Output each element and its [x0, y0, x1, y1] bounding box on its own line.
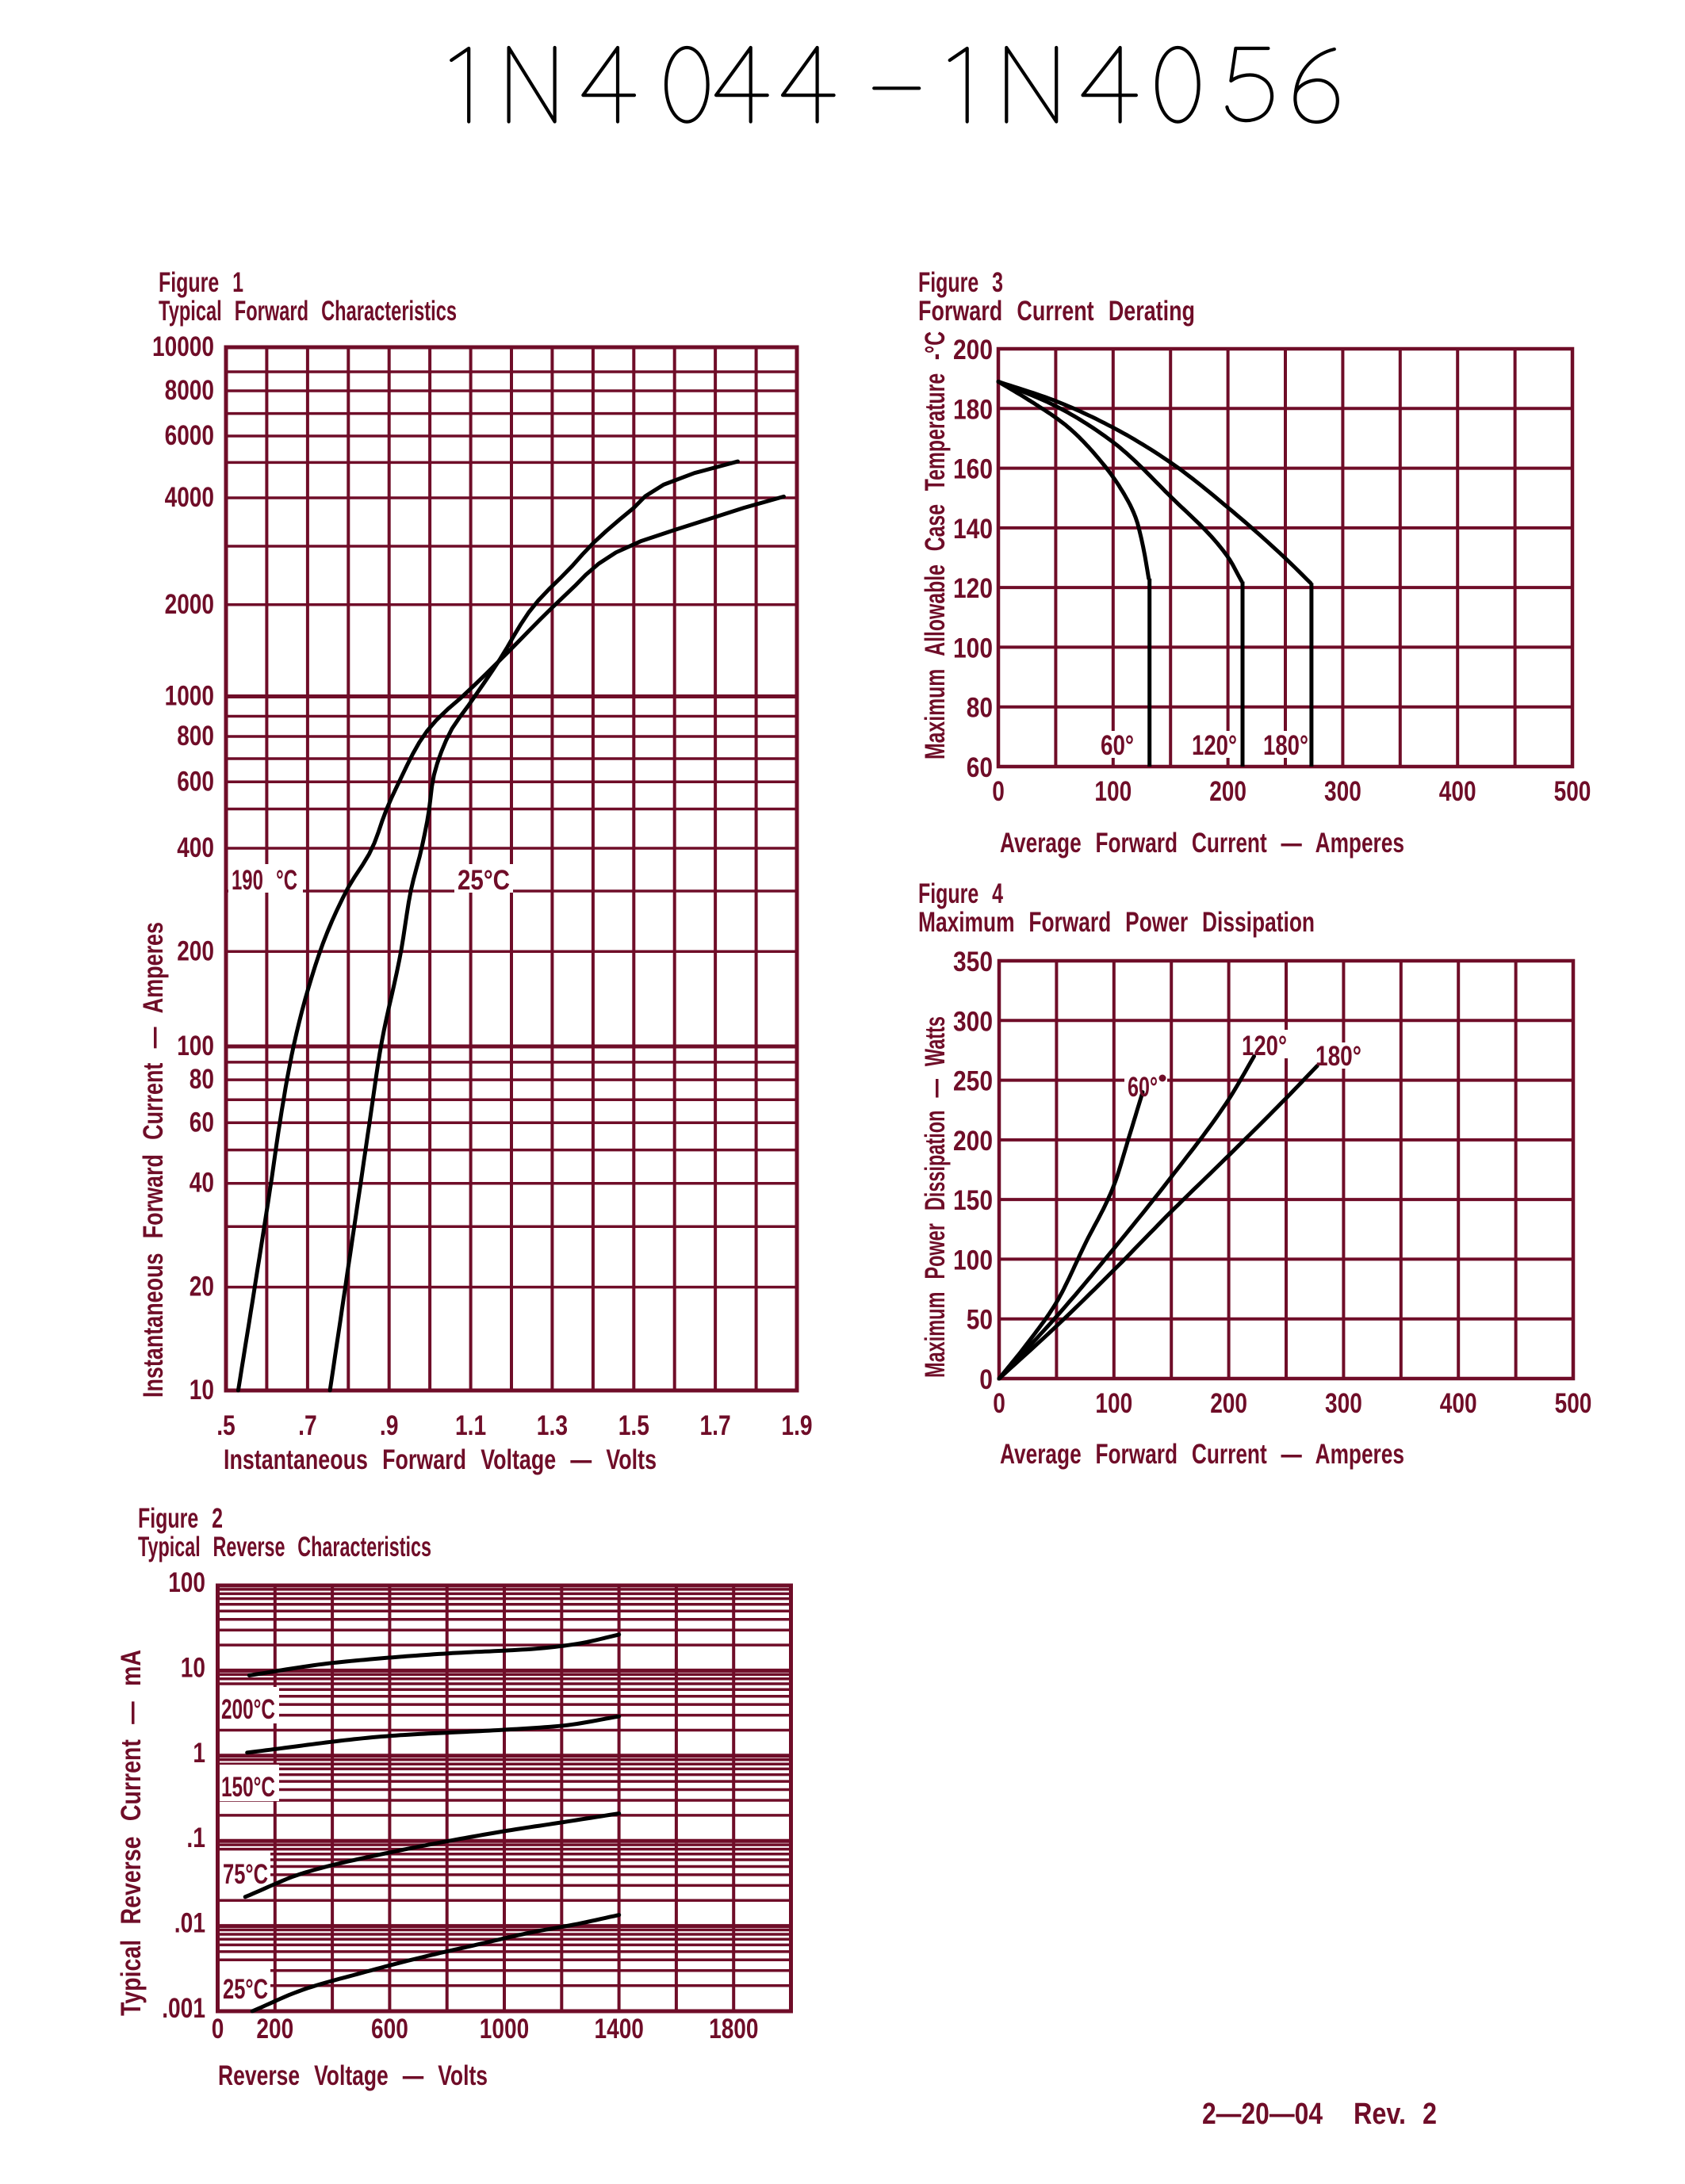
svg-text:Rev. 2: Rev. 2 [1354, 2098, 1437, 2131]
svg-text:1000: 1000 [165, 681, 214, 712]
svg-text:10: 10 [181, 1652, 205, 1683]
svg-text:500: 500 [1555, 1388, 1592, 1419]
svg-text:.7: .7 [298, 1410, 317, 1441]
svg-text:8000: 8000 [165, 375, 214, 406]
svg-text:Average Forward Current — Ampe: Average Forward Current — Amperes [1000, 828, 1404, 859]
svg-text:Typical Reverse Characteristic: Typical Reverse Characteristics [138, 1532, 431, 1562]
svg-text:1: 1 [193, 1738, 205, 1769]
svg-text:25°C: 25°C [458, 865, 510, 896]
svg-text:350: 350 [953, 947, 993, 977]
svg-text:180: 180 [953, 394, 993, 425]
svg-text:Maximum Forward Power Dissipat: Maximum Forward Power Dissipation [918, 907, 1315, 938]
svg-text:60: 60 [967, 752, 993, 783]
svg-text:200: 200 [256, 2014, 293, 2044]
svg-text:500: 500 [1554, 776, 1591, 807]
svg-text:60°: 60° [1128, 1072, 1158, 1103]
svg-text:300: 300 [1324, 776, 1361, 807]
svg-text:Instantaneous Forward Voltage: Instantaneous Forward Voltage — Volts [224, 1444, 657, 1475]
svg-text:75°C: 75°C [223, 1859, 268, 1890]
svg-text:.1: .1 [186, 1823, 205, 1853]
svg-text:250: 250 [953, 1066, 993, 1097]
svg-text:1.7: 1.7 [700, 1410, 731, 1441]
svg-text:4000: 4000 [165, 482, 214, 513]
svg-text:40: 40 [190, 1168, 214, 1199]
svg-text:.001: .001 [162, 1993, 205, 2024]
svg-text:1.9: 1.9 [781, 1410, 812, 1441]
svg-text:140: 140 [953, 514, 993, 545]
svg-text:600: 600 [177, 766, 214, 797]
svg-text:Typical Reverse Current — mA: Typical Reverse Current — mA [116, 1650, 147, 2016]
svg-text:120: 120 [953, 573, 993, 604]
svg-text:60°: 60° [1101, 730, 1134, 761]
svg-text:10000: 10000 [152, 331, 214, 362]
svg-text:80: 80 [967, 693, 993, 724]
svg-text:Figure 2: Figure 2 [138, 1503, 223, 1534]
svg-text:0: 0 [212, 2014, 224, 2044]
svg-text:Figure 3: Figure 3 [918, 267, 1003, 298]
svg-text:50: 50 [967, 1305, 993, 1336]
svg-text:Reverse Voltage — Volts: Reverse Voltage — Volts [218, 2060, 488, 2091]
svg-text:100: 100 [1094, 776, 1132, 807]
svg-text:Figure 1: Figure 1 [159, 267, 243, 298]
svg-text:Instantaneous Forward Current: Instantaneous Forward Current — Amperes [138, 922, 169, 1398]
svg-text:100: 100 [953, 633, 993, 664]
svg-text:.01: .01 [174, 1908, 205, 1939]
svg-text:1800: 1800 [709, 2014, 758, 2044]
svg-text:100: 100 [168, 1567, 205, 1598]
svg-text:600: 600 [371, 2014, 408, 2044]
svg-text:400: 400 [177, 832, 214, 863]
svg-text:Forward Current Derating: Forward Current Derating [918, 296, 1195, 327]
svg-text:60: 60 [190, 1107, 214, 1138]
svg-text:Typical Forward Characteristic: Typical Forward Characteristics [159, 296, 457, 327]
svg-text:2—20—04: 2—20—04 [1202, 2098, 1323, 2131]
svg-text:300: 300 [953, 1006, 993, 1037]
svg-text:.5: .5 [216, 1410, 236, 1441]
svg-text:1400: 1400 [595, 2014, 644, 2044]
svg-text:80: 80 [190, 1064, 214, 1095]
svg-text:200: 200 [1210, 1388, 1247, 1419]
svg-text:150°C: 150°C [221, 1772, 275, 1803]
svg-text:100: 100 [1095, 1388, 1132, 1419]
svg-text:Maximum Power Dissipation — Wa: Maximum Power Dissipation — Watts [920, 1016, 951, 1378]
svg-text:20: 20 [190, 1272, 214, 1302]
svg-text:2000: 2000 [165, 589, 214, 620]
svg-text:0: 0 [993, 1388, 1005, 1419]
svg-text:Average Forward Current — Ampe: Average Forward Current — Amperes [1000, 1439, 1404, 1470]
svg-text:200: 200 [953, 335, 993, 365]
svg-text:0: 0 [992, 776, 1005, 807]
svg-text:200: 200 [1209, 776, 1247, 807]
svg-text:1.1: 1.1 [455, 1410, 486, 1441]
svg-text:200: 200 [177, 935, 214, 966]
svg-text:180°: 180° [1263, 730, 1308, 761]
svg-text:190 °C: 190 °C [232, 865, 297, 896]
svg-text:1.3: 1.3 [537, 1410, 568, 1441]
svg-text:160: 160 [953, 454, 993, 485]
svg-text:200: 200 [953, 1126, 993, 1157]
svg-text:100: 100 [953, 1245, 993, 1276]
svg-text:1000: 1000 [480, 2014, 529, 2044]
svg-text:25°C: 25°C [223, 1974, 268, 2005]
svg-text:.9: .9 [380, 1410, 399, 1441]
svg-text:100: 100 [177, 1031, 214, 1061]
svg-text:1.5: 1.5 [618, 1410, 649, 1441]
svg-text:Maximum Allowable Case Tempera: Maximum Allowable Case Temperature -°C [920, 331, 951, 759]
svg-text:300: 300 [1325, 1388, 1362, 1419]
svg-text:200°C: 200°C [221, 1694, 275, 1725]
svg-text:Figure 4: Figure 4 [918, 878, 1003, 909]
svg-text:400: 400 [1439, 776, 1476, 807]
svg-text:400: 400 [1440, 1388, 1477, 1419]
svg-text:120°: 120° [1192, 730, 1237, 761]
svg-text:120°: 120° [1242, 1031, 1287, 1061]
svg-text:180°: 180° [1315, 1041, 1361, 1072]
svg-text:10: 10 [190, 1375, 214, 1406]
svg-text:800: 800 [177, 721, 214, 752]
svg-text:6000: 6000 [165, 420, 214, 451]
svg-text:0: 0 [979, 1364, 993, 1395]
svg-text:150: 150 [953, 1185, 993, 1216]
